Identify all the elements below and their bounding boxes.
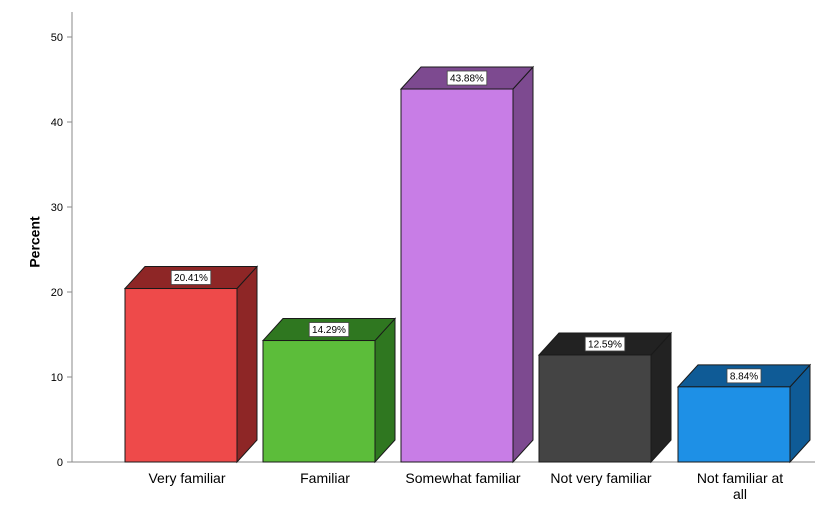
category-label-0: Very familiar bbox=[148, 470, 225, 486]
labels: 20.41% Very familiar 14.29% Familiar 43.88% S… bbox=[148, 70, 783, 502]
y-tick-label-4: 40 bbox=[51, 117, 63, 129]
y-tick-label-0: 0 bbox=[57, 457, 63, 469]
bar-side-1 bbox=[374, 317, 396, 464]
bar-2 bbox=[400, 88, 514, 463]
data-label-box-0 bbox=[170, 270, 212, 285]
y-tick-label-5: 50 bbox=[51, 32, 63, 44]
bar-side-0 bbox=[236, 265, 258, 464]
data-label-box-4 bbox=[726, 368, 762, 384]
data-label-2: 43.88% bbox=[450, 74, 484, 85]
bar-side-2 bbox=[512, 65, 534, 464]
data-label-box-2 bbox=[446, 70, 488, 86]
data-label-0: 20.41% bbox=[174, 273, 208, 284]
y-tick-label-1: 10 bbox=[51, 372, 63, 384]
y-axis-title: Percent bbox=[27, 216, 43, 268]
bar-0 bbox=[124, 288, 238, 463]
bar-1 bbox=[262, 340, 376, 463]
data-label-4: 8.84% bbox=[730, 371, 758, 382]
category-label-2: Somewhat familiar bbox=[405, 470, 520, 486]
category-label-4: Not familiar at all bbox=[697, 470, 783, 502]
bar-4 bbox=[677, 386, 791, 463]
data-label-1: 14.29% bbox=[312, 325, 346, 336]
data-label-3: 12.59% bbox=[588, 339, 622, 350]
y-tick-label-3: 30 bbox=[51, 202, 63, 214]
bar-3 bbox=[538, 354, 652, 463]
data-label-box-1 bbox=[308, 322, 350, 337]
bars bbox=[123, 65, 812, 464]
y-tick-label-2: 20 bbox=[51, 287, 63, 299]
data-label-box-3 bbox=[584, 336, 626, 352]
category-label-1: Familiar bbox=[300, 470, 350, 486]
category-label-3: Not very familiar bbox=[550, 470, 651, 486]
